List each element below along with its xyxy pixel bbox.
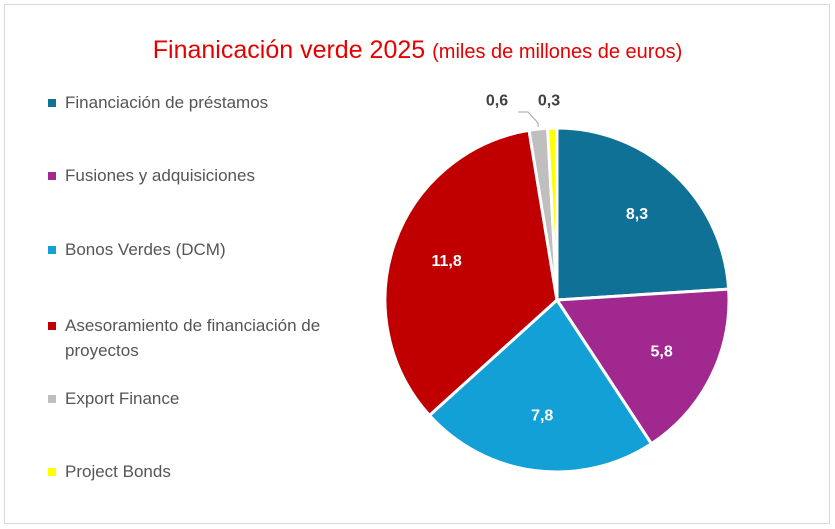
legend-item-prestamos: Financiación de préstamos xyxy=(48,90,358,115)
pie-slices xyxy=(383,126,731,474)
legend-swatch-fusiones xyxy=(48,172,56,180)
data-label-export: 0,6 xyxy=(486,93,508,110)
pie-slice-prestamos xyxy=(555,126,731,302)
legend-label-bonos: Bonos Verdes (DCM) xyxy=(65,240,226,259)
legend-label-prestamos: Financiación de préstamos xyxy=(65,93,269,112)
legend-label-asesoramiento-line2: proyectos xyxy=(65,341,139,360)
leader-line-export xyxy=(518,111,539,127)
legend-swatch-prestamos xyxy=(48,99,56,107)
data-label-asesoramiento: 11,8 xyxy=(431,253,461,270)
chart-title-main: Finanicación verde 2025 xyxy=(152,36,426,64)
chart-frame xyxy=(4,4,830,524)
legend-label-asesoramiento: Asesoramiento de financiación de xyxy=(65,316,321,335)
legend-swatch-projectbonds xyxy=(48,468,56,476)
pie-slice-asesoramiento xyxy=(383,128,559,417)
legend-item-asesoramiento: Asesoramiento de financiación de proyect… xyxy=(48,313,358,363)
legend-item-projectbonds: Project Bonds xyxy=(48,459,358,484)
data-label-prestamos: 8,3 xyxy=(626,206,648,223)
legend-swatch-export xyxy=(48,395,56,403)
data-label-fusiones: 5,8 xyxy=(650,344,672,361)
legend-item-fusiones: Fusiones y adquisiciones xyxy=(48,163,358,188)
legend-item-bonos: Bonos Verdes (DCM) xyxy=(48,237,358,262)
legend-label-projectbonds: Project Bonds xyxy=(65,462,171,481)
chart-title: Finanicación verde 2025 (miles de millon… xyxy=(0,36,835,65)
legend-swatch-bonos xyxy=(48,246,56,254)
legend-swatch-asesoramiento xyxy=(48,322,56,330)
chart-title-subtitle: (miles de millones de euros) xyxy=(432,41,683,63)
pie-data-labels: 8,3 5,8 7,8 11,8 0,6 0,3 xyxy=(431,93,672,425)
pie-slice-projectbonds xyxy=(546,126,559,302)
pie-slice-fusiones xyxy=(555,287,731,446)
pie-leader-lines xyxy=(518,111,539,127)
legend-label-export: Export Finance xyxy=(65,389,180,408)
data-label-bonos: 7,8 xyxy=(531,408,553,425)
legend-item-export: Export Finance xyxy=(48,386,358,411)
data-label-projectbonds: 0,3 xyxy=(538,93,560,110)
legend-label-fusiones: Fusiones y adquisiciones xyxy=(65,166,255,185)
pie-slice-bonos xyxy=(427,298,653,474)
